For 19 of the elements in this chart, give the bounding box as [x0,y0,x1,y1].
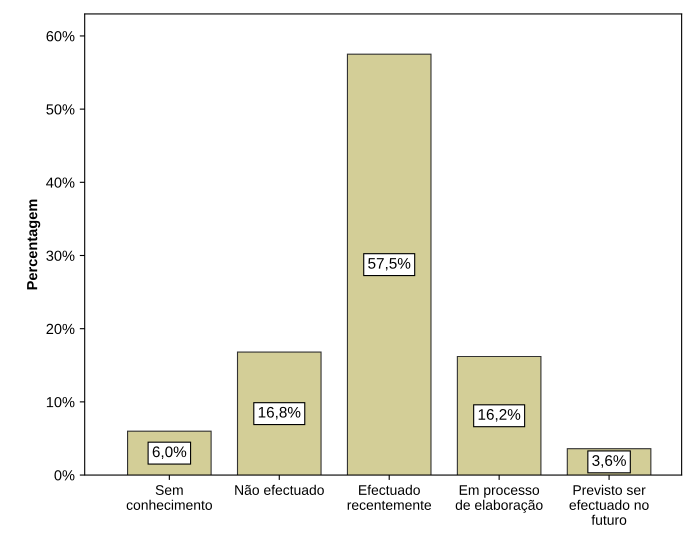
data-label: 57,5% [368,258,410,271]
y-tick-label: 0% [54,470,74,480]
y-tick-label: 20% [46,324,74,334]
x-tick-label: Não efectuado [235,484,324,495]
y-tick-label: 40% [46,177,74,188]
x-tick-label: Em processo de elaboração [456,485,543,513]
data-label: 16,2% [478,409,520,422]
x-tick-label: Efectuado recentemente [348,484,432,510]
bar [346,54,432,476]
data-label: 3,6% [592,455,626,468]
y-tick-label: 30% [46,250,74,261]
data-label: 16,8% [258,406,300,420]
y-tick-label: 10% [46,396,74,408]
y-axis-title: Percentagem [27,200,40,290]
data-label: 6,0% [152,446,186,460]
y-tick-label: 50% [46,104,74,115]
y-tick-label: 60% [46,31,74,42]
x-tick-label: Sem conhecimento [126,485,212,510]
x-tick-label: Previsto ser efectuado no futuro [570,484,649,525]
